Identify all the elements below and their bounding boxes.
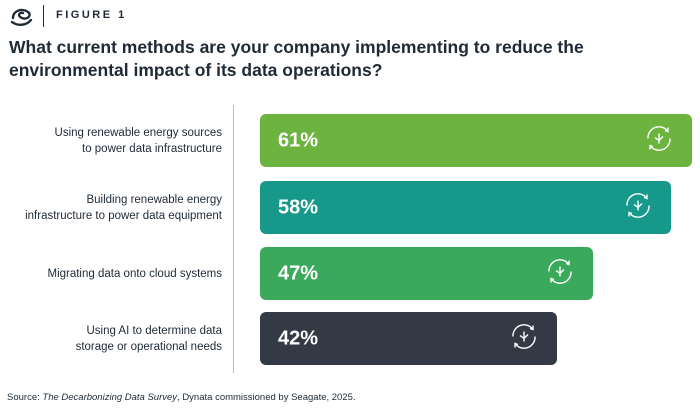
value-label: 61% [278, 129, 319, 151]
category-label: Building renewable energy infrastructure… [25, 193, 222, 222]
bar: 47% [260, 247, 593, 300]
value-label: 58% [278, 196, 319, 218]
source-title: The Decarbonizing Data Survey [42, 392, 178, 403]
value-label: 47% [278, 262, 319, 284]
source-suffix: , Dynata commissioned by Seagate, 2025. [177, 392, 356, 403]
category-label: Migrating data onto cloud systems [47, 267, 222, 280]
logo [10, 8, 33, 26]
bar: 58% [260, 181, 671, 234]
icon [621, 188, 655, 227]
source-prefix: Source: [7, 392, 43, 403]
divider [43, 5, 44, 27]
axis-line [233, 105, 234, 373]
icon [543, 254, 577, 293]
value-label: 42% [278, 327, 319, 349]
category-label: Using AI to determine data storage or op… [75, 324, 222, 353]
icon [642, 121, 676, 160]
category-label: Using renewable energy sources to power … [54, 126, 222, 155]
icon [507, 319, 541, 358]
bar: 61% [260, 114, 692, 167]
source: Source: The Decarbonizing Data Survey, D… [7, 392, 356, 403]
chart-title: What current methods are your company im… [9, 37, 584, 80]
bar: 42% [260, 312, 558, 365]
figure-label: FIGURE 1 [56, 9, 127, 21]
